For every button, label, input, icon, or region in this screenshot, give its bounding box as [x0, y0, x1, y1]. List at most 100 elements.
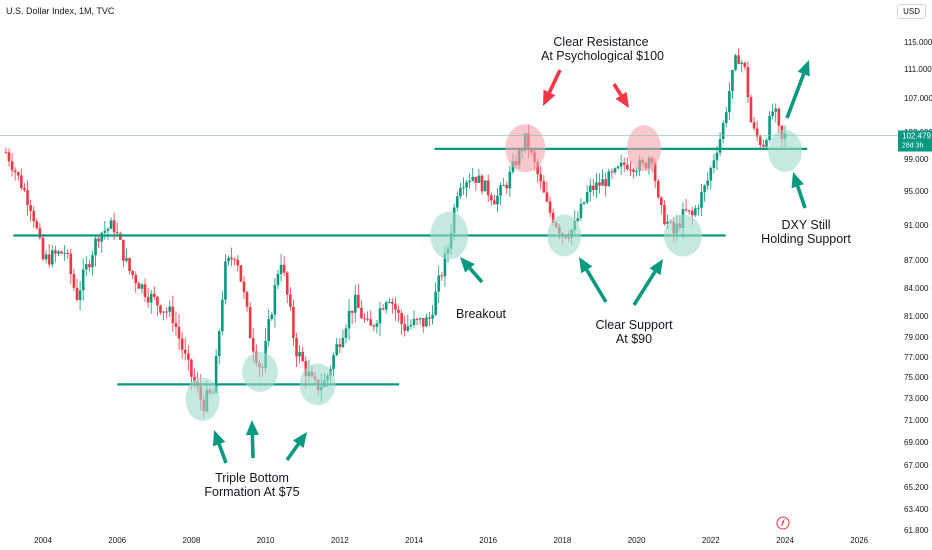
candle-body: [338, 344, 342, 347]
support-highlight: [185, 377, 220, 422]
candle-body: [746, 67, 750, 98]
candle-body: [703, 185, 706, 193]
candle-body: [72, 274, 76, 288]
candle-body: [57, 251, 60, 254]
candle-body: [595, 182, 598, 191]
candle-body: [443, 253, 447, 277]
candle-body: [431, 314, 434, 319]
candle-body: [425, 317, 428, 327]
candle-body: [242, 281, 246, 293]
candle-body: [224, 261, 227, 300]
candle-body: [375, 323, 379, 327]
candle-body: [632, 169, 635, 172]
arrow-shaft: [217, 443, 228, 464]
candle-body: [635, 170, 638, 172]
candle-body: [245, 292, 249, 307]
candle-body: [137, 283, 141, 289]
candle-body: [140, 284, 144, 289]
candle-body: [112, 220, 116, 233]
time-tick-label: 2022: [702, 536, 720, 545]
candle-body: [626, 164, 629, 170]
candle-body: [32, 210, 36, 222]
candle-body: [193, 376, 196, 383]
price-tick-label: 111.000: [904, 65, 932, 74]
time-tick-label: 2020: [628, 536, 646, 545]
candle-body: [660, 197, 663, 206]
candle-body: [536, 162, 539, 175]
horizontal-levels: [13, 147, 808, 386]
price-tick-label: 81.000: [904, 312, 929, 321]
candle-body: [551, 212, 555, 223]
candle-body: [125, 258, 128, 261]
candle-body: [353, 294, 357, 313]
arrow-head: [213, 430, 226, 447]
candle-body: [434, 291, 437, 315]
arrow-shaft: [468, 267, 484, 284]
candle-body: [276, 274, 280, 286]
candle-body: [10, 161, 14, 171]
candle-body: [493, 200, 496, 205]
candle-body: [190, 359, 193, 377]
candle-body: [251, 338, 255, 352]
time-axis[interactable]: 2004 2006 2008 2010 2012 2014 2016 2018 2020 2022…: [34, 536, 869, 545]
candle-body: [279, 264, 283, 275]
candle-body: [421, 318, 425, 327]
candle-body: [50, 250, 54, 265]
candle-body: [762, 144, 765, 147]
candle-body: [248, 306, 252, 339]
price-tick-label: 107.000: [904, 94, 932, 103]
candle-body: [758, 136, 762, 145]
candle-body: [622, 162, 626, 165]
price-tick-label: 87.000: [904, 256, 929, 265]
candle-body: [428, 317, 431, 319]
candle-body: [301, 351, 304, 362]
time-tick-label: 2024: [776, 536, 794, 545]
candle-body: [20, 175, 23, 189]
candle-body: [100, 232, 104, 242]
currency-button[interactable]: USD: [897, 4, 926, 19]
candle-body: [619, 162, 623, 167]
candle-body: [344, 328, 348, 338]
arrow-shaft: [285, 443, 300, 462]
candle-body: [357, 294, 360, 308]
candle-body: [298, 351, 301, 357]
candle-body: [728, 91, 731, 113]
price-axis[interactable]: 115.000111.000107.000103.00099.00095.000…: [904, 38, 932, 535]
candle-body: [372, 325, 376, 327]
candle-body: [341, 337, 345, 347]
candle-body: [768, 115, 771, 141]
price-tick-label: 65.200: [904, 483, 929, 492]
symbol-title[interactable]: U.S. Dollar Index, 1M, TVC: [6, 6, 115, 16]
candle-body: [752, 122, 756, 129]
support-highlight: [242, 352, 279, 392]
candle-body: [387, 301, 391, 303]
candle-body: [697, 207, 700, 209]
time-tick-label: 2008: [183, 536, 201, 545]
candle-body: [394, 303, 397, 310]
candle-body: [610, 171, 614, 173]
arrow-shaft: [547, 69, 562, 94]
candle-body: [474, 176, 478, 183]
candle-body: [97, 238, 100, 242]
candle-body: [285, 272, 289, 295]
time-tick-label: 2006: [108, 536, 126, 545]
time-tick-label: 2026: [850, 536, 868, 545]
candle-body: [391, 301, 394, 304]
candle-body: [122, 239, 125, 261]
arrow-head: [543, 89, 556, 106]
candle-body: [409, 324, 413, 327]
candle-body: [582, 202, 586, 204]
candle-body: [455, 196, 459, 208]
candle-body: [585, 192, 589, 203]
candle-body: [128, 258, 131, 271]
candle-body: [366, 318, 369, 320]
price-tick-label: 115.000: [904, 38, 932, 47]
candle-body: [502, 185, 505, 187]
support-annotation: Clear Support At $90: [588, 318, 680, 346]
candle-body: [273, 285, 277, 315]
candle-body: [700, 192, 703, 208]
arrow-head: [649, 259, 663, 276]
candle-body: [576, 218, 580, 221]
candle-body: [598, 182, 601, 186]
